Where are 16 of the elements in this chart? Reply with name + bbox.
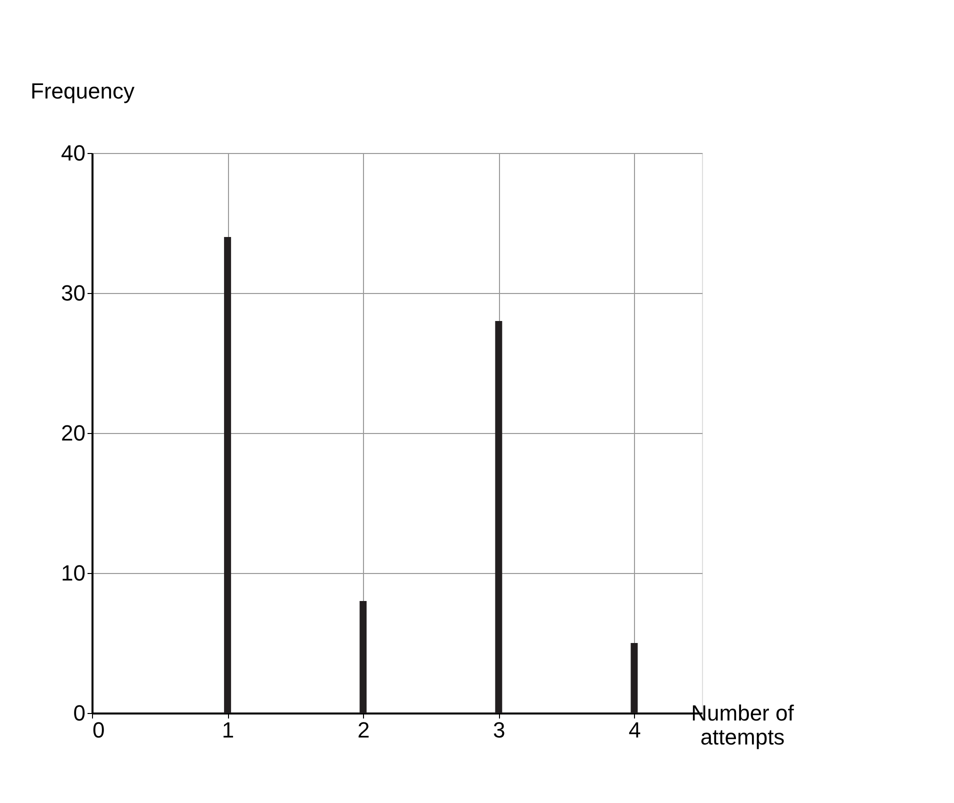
x-tick-label: 3: [493, 718, 506, 742]
y-tick-label: 10: [61, 560, 86, 586]
y-tick-label: 0: [73, 700, 86, 726]
y-tick-label: 20: [61, 420, 86, 446]
y-tick-label: 30: [61, 280, 86, 306]
y-tick-label: 40: [61, 140, 86, 166]
x-tick-label: 1: [222, 718, 234, 742]
bar: [630, 643, 638, 713]
x-axis-title: Number of attempts: [691, 700, 795, 750]
y-axis-title: Frequency: [30, 78, 134, 104]
x-tick-label: 2: [357, 718, 370, 742]
x-tick-label: 4: [628, 718, 641, 742]
x-tick-label: 0: [92, 718, 105, 742]
bar: [360, 601, 367, 713]
bar: [224, 237, 232, 713]
bar: [495, 321, 502, 713]
